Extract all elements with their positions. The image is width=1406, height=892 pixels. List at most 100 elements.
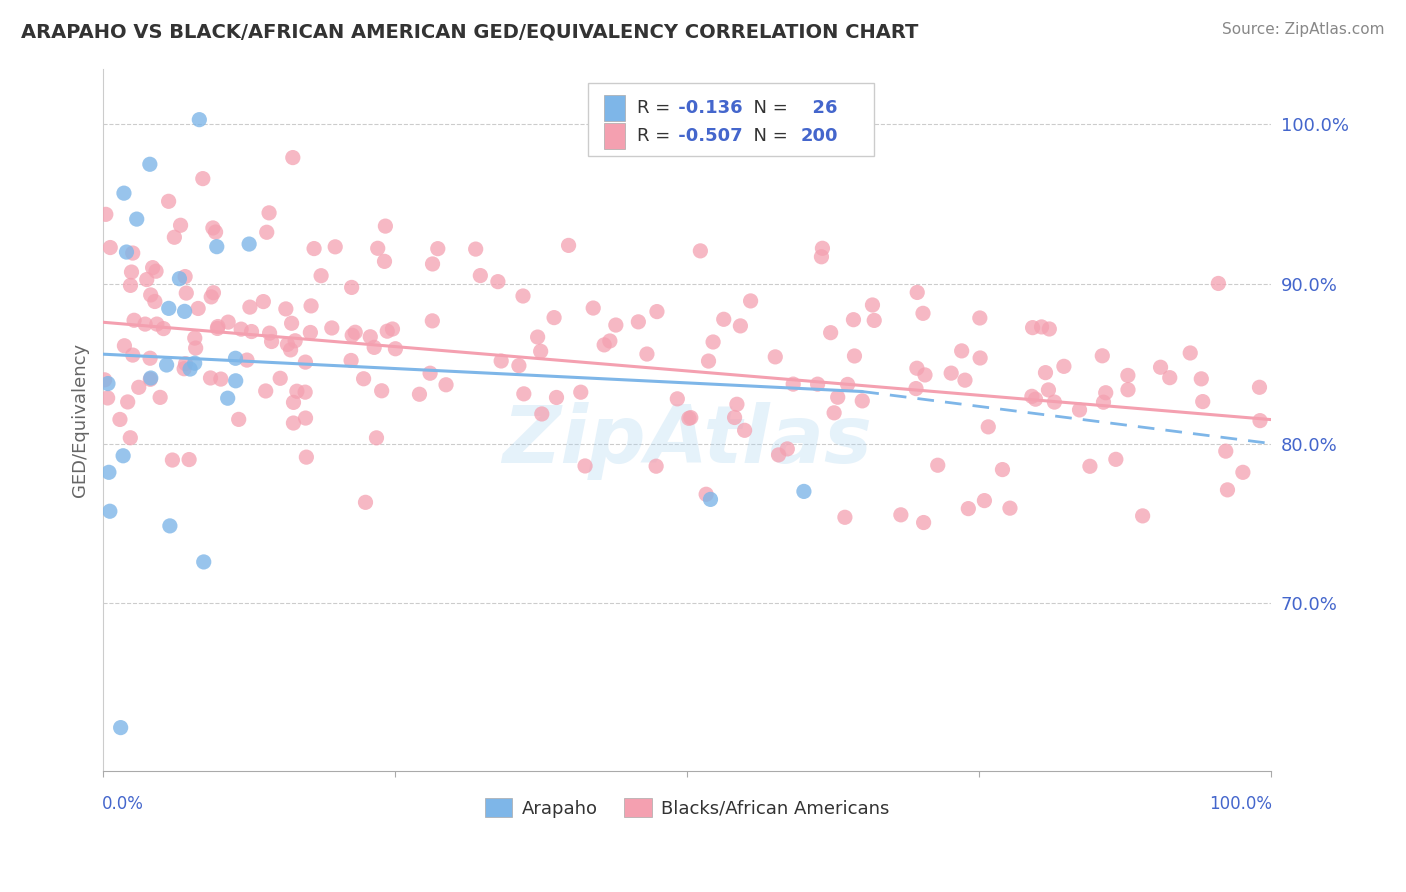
Point	[912, 516, 935, 530]
Text: N =: N =	[742, 99, 793, 117]
Point	[353, 372, 375, 386]
Point	[1249, 380, 1271, 394]
Point	[991, 462, 1014, 476]
Y-axis label: GED/Equivalency: GED/Equivalency	[72, 343, 89, 497]
Point	[1043, 395, 1066, 409]
Point	[713, 312, 735, 326]
Point	[139, 351, 162, 366]
Point	[422, 257, 444, 271]
Point	[489, 354, 512, 368]
Point	[108, 412, 131, 426]
Point	[953, 373, 976, 387]
Point	[1249, 414, 1271, 428]
Text: ZipAtlas: ZipAtlas	[502, 401, 872, 480]
Point	[810, 250, 832, 264]
Point	[1091, 349, 1114, 363]
Point	[582, 301, 605, 315]
Point	[599, 334, 621, 348]
Point	[689, 244, 711, 258]
Point	[145, 264, 167, 278]
Point	[202, 285, 225, 300]
Point	[593, 338, 616, 352]
Point	[557, 238, 579, 252]
Point	[927, 458, 949, 473]
Point	[98, 504, 121, 518]
Point	[1094, 385, 1116, 400]
Point	[807, 377, 830, 392]
Point	[905, 361, 928, 376]
Point	[1069, 403, 1091, 417]
Point	[844, 349, 866, 363]
Point	[381, 322, 404, 336]
Point	[911, 306, 934, 320]
Text: ARAPAHO VS BLACK/AFRICAN AMERICAN GED/EQUIVALENCY CORRELATION CHART: ARAPAHO VS BLACK/AFRICAN AMERICAN GED/EQ…	[21, 22, 918, 41]
Point	[697, 354, 720, 368]
Point	[1149, 360, 1171, 375]
Point	[768, 448, 790, 462]
Point	[419, 366, 441, 380]
Point	[156, 358, 179, 372]
Text: -0.136: -0.136	[672, 99, 742, 117]
Point	[863, 313, 886, 327]
Point	[890, 508, 912, 522]
Point	[530, 344, 553, 359]
Point	[782, 377, 804, 392]
Point	[112, 449, 135, 463]
Point	[256, 225, 278, 239]
Point	[284, 334, 307, 348]
Point	[157, 194, 180, 209]
Point	[837, 377, 859, 392]
Text: 100.0%: 100.0%	[1209, 796, 1272, 814]
Point	[201, 221, 224, 235]
Point	[254, 384, 277, 398]
Point	[627, 315, 650, 329]
Point	[139, 157, 162, 171]
Point	[283, 416, 305, 430]
Point	[605, 318, 627, 332]
Point	[359, 330, 381, 344]
Point	[323, 240, 346, 254]
Point	[1021, 320, 1043, 334]
Point	[112, 186, 135, 201]
Point	[159, 519, 181, 533]
Point	[973, 493, 995, 508]
Point	[373, 254, 395, 268]
Point	[259, 326, 281, 340]
Point	[1024, 392, 1046, 407]
Bar	[605, 122, 626, 149]
Point	[1132, 508, 1154, 523]
Point	[340, 328, 363, 343]
Point	[530, 407, 553, 421]
Point	[309, 268, 332, 283]
Point	[546, 391, 568, 405]
Point	[97, 391, 120, 405]
Point	[820, 326, 842, 340]
Point	[302, 242, 325, 256]
Point	[957, 501, 980, 516]
Text: 200: 200	[800, 127, 838, 145]
Point	[184, 341, 207, 355]
Point	[294, 385, 316, 400]
Point	[340, 280, 363, 294]
Point	[354, 495, 377, 509]
Point	[191, 171, 214, 186]
Point	[1021, 389, 1043, 403]
Point	[969, 310, 991, 325]
Point	[508, 359, 530, 373]
Point	[97, 376, 120, 391]
Point	[276, 337, 298, 351]
Point	[177, 452, 200, 467]
Point	[1189, 372, 1212, 386]
Point	[763, 350, 786, 364]
Text: R =: R =	[637, 99, 676, 117]
Point	[367, 241, 389, 255]
Legend: Arapaho, Blacks/African Americans: Arapaho, Blacks/African Americans	[478, 791, 896, 825]
Point	[914, 368, 936, 382]
Point	[94, 207, 117, 221]
Point	[408, 387, 430, 401]
Point	[217, 391, 239, 405]
Point	[734, 423, 756, 437]
Point	[526, 330, 548, 344]
Point	[1038, 322, 1060, 336]
Point	[224, 351, 246, 366]
